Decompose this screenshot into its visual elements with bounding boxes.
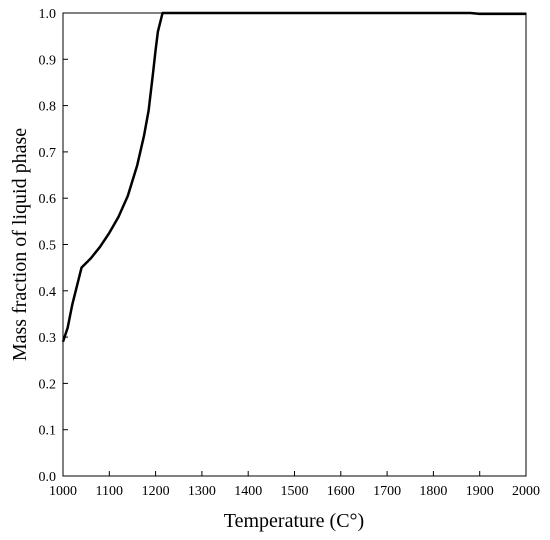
y-axis-ticks: 0.0 0.1 0.2 0.3 0.4 0.5 0.6 0.7 0.8 0.9 1.0	[39, 7, 68, 485]
x-tick-label: 1400	[234, 484, 262, 499]
y-tick-label: 0.2	[39, 377, 57, 392]
y-tick-label: 0.7	[39, 146, 57, 161]
x-tick-label: 1100	[96, 484, 123, 499]
y-axis-title: Mass fraction of liquid phase	[9, 128, 31, 361]
y-tick-label: 0.1	[39, 424, 57, 439]
series-layer	[61, 11, 526, 343]
x-axis-title: Temperature (C°)	[224, 510, 364, 532]
series-line	[61, 11, 526, 343]
x-tick-label: 1200	[142, 484, 170, 499]
x-axis-ticks: 1000 1100 1200 1300 1400 1500 1600 1700 1800 1900…	[49, 471, 540, 499]
x-tick-label: 1300	[188, 484, 216, 499]
x-tick-label: 1500	[281, 484, 309, 499]
x-tick-label: 1800	[419, 484, 447, 499]
y-tick-label: 0.5	[39, 239, 57, 254]
y-tick-label: 0.6	[39, 192, 57, 207]
x-tick-label: 2000	[512, 484, 540, 499]
y-tick-label: 0.8	[39, 100, 57, 115]
y-tick-label: 0.0	[39, 470, 57, 485]
x-tick-label: 1000	[49, 484, 77, 499]
x-tick-label: 1900	[466, 484, 494, 499]
plot-area-frame	[62, 12, 527, 477]
x-tick-label: 1600	[327, 484, 355, 499]
y-tick-label: 0.4	[39, 285, 57, 300]
y-tick-label: 1.0	[39, 7, 57, 22]
y-tick-label: 0.3	[39, 331, 57, 346]
x-tick-label: 1700	[373, 484, 401, 499]
y-tick-label: 0.9	[39, 53, 57, 68]
